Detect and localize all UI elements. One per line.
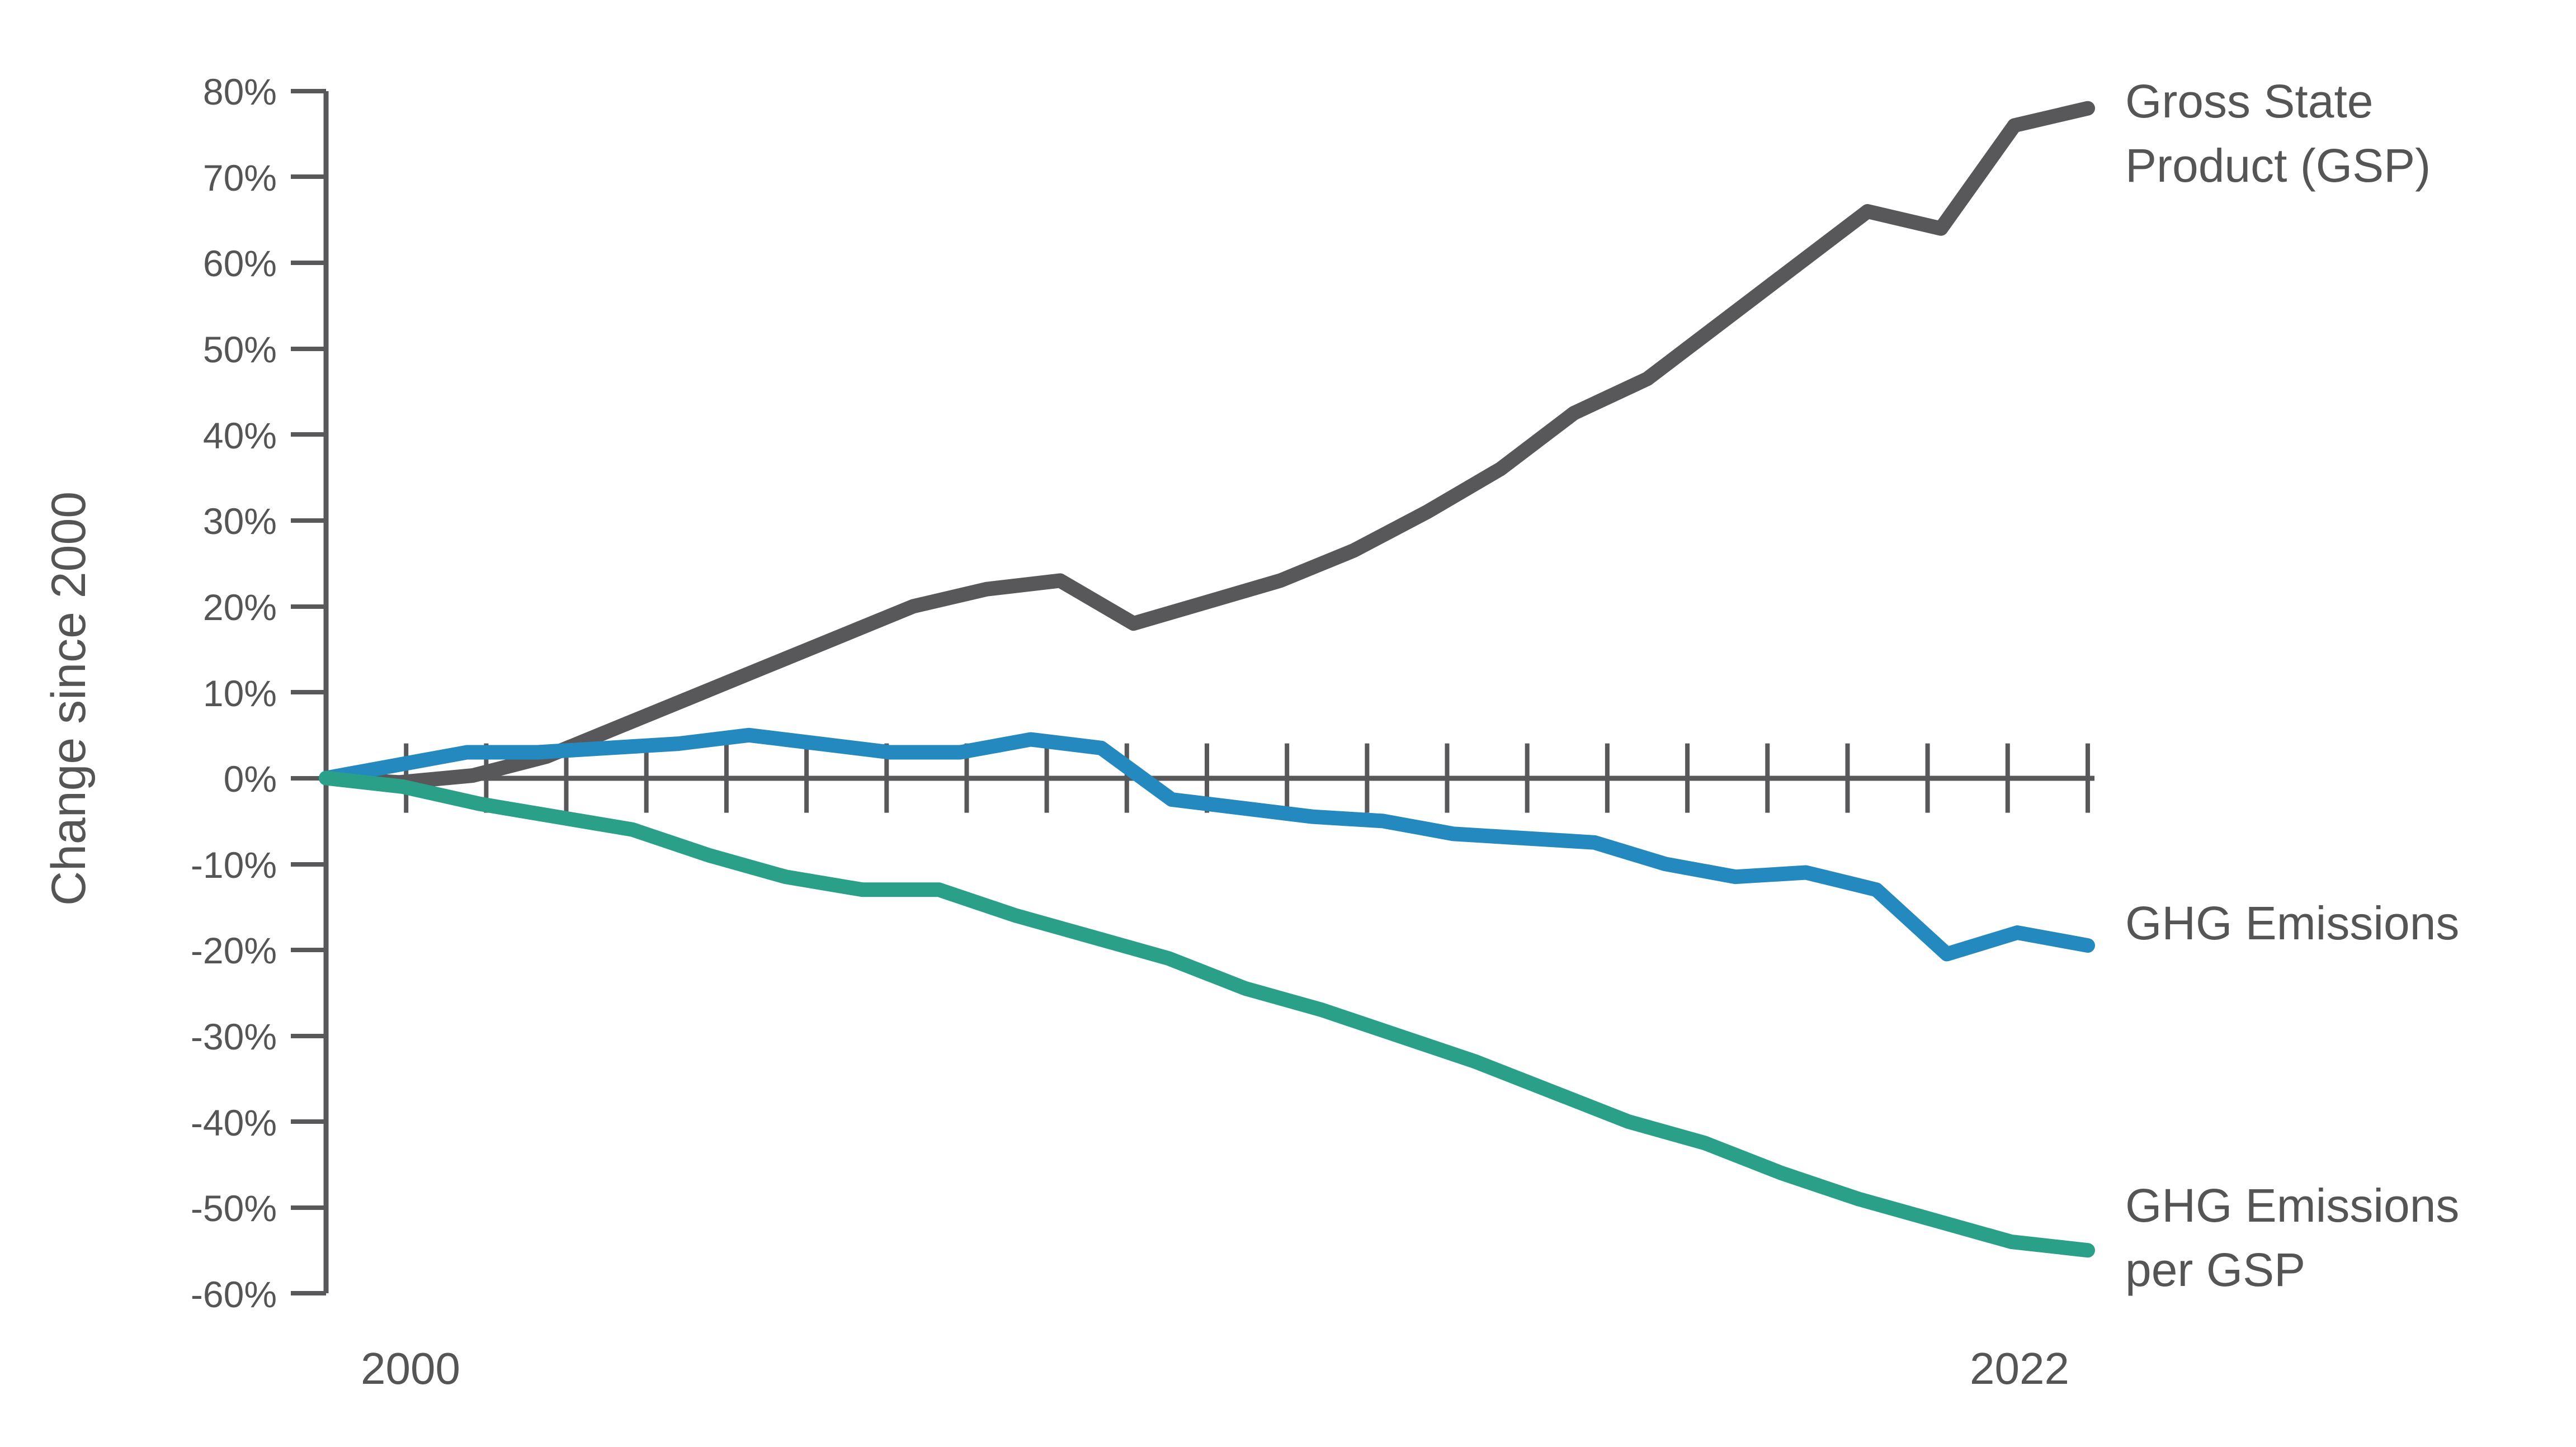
y-tick-label: -20%: [191, 930, 277, 971]
y-tick-label: -60%: [191, 1274, 277, 1315]
y-tick-label: -10%: [191, 844, 277, 886]
y-tick-label: 10%: [203, 673, 277, 714]
series-label-ghg-emissions-per-gsp: GHG Emissions per GSP: [2125, 1179, 2459, 1296]
series-line-ghg-emissions: [319, 727, 2095, 962]
series-label-ghg-per-gsp-line1: GHG Emissions: [2125, 1179, 2459, 1232]
y-tick-label: 70%: [203, 157, 277, 198]
y-tick-label: 60%: [203, 243, 277, 284]
y-tick-label: 0%: [224, 758, 277, 800]
y-axis-title: Change since 2000: [42, 491, 96, 906]
y-tick-labels: 80% 70% 60% 50% 40% 30% 20% 10% 0% -10% …: [191, 71, 277, 1315]
y-tick-label: 30%: [203, 500, 277, 542]
series-line-ghg-emissions-per-gsp: [319, 770, 2095, 1258]
series-label-ghg-per-gsp-line2: per GSP: [2125, 1243, 2305, 1296]
x-axis-end-label: 2022: [1970, 1344, 2069, 1393]
series-line-gross-state-product: [319, 101, 2095, 790]
y-tick-label: -40%: [191, 1102, 277, 1143]
y-tick-label: 80%: [203, 71, 277, 112]
y-tick-label: 20%: [203, 587, 277, 628]
series-label-ghg-emissions: GHG Emissions: [2125, 897, 2459, 949]
series-lines: [319, 101, 2095, 1258]
series-label-gsp-line2: Product (GSP): [2125, 139, 2431, 192]
series-label-gross-state-product: Gross State Product (GSP): [2125, 75, 2431, 192]
series-label-ghg: GHG Emissions: [2125, 897, 2459, 949]
y-tick-label: -50%: [191, 1188, 277, 1229]
x-axis-start-label: 2000: [361, 1344, 460, 1393]
y-tick-label: 40%: [203, 415, 277, 456]
series-label-gsp-line1: Gross State: [2125, 75, 2374, 127]
y-tick-label: -30%: [191, 1016, 277, 1057]
y-tick-label: 50%: [203, 329, 277, 370]
